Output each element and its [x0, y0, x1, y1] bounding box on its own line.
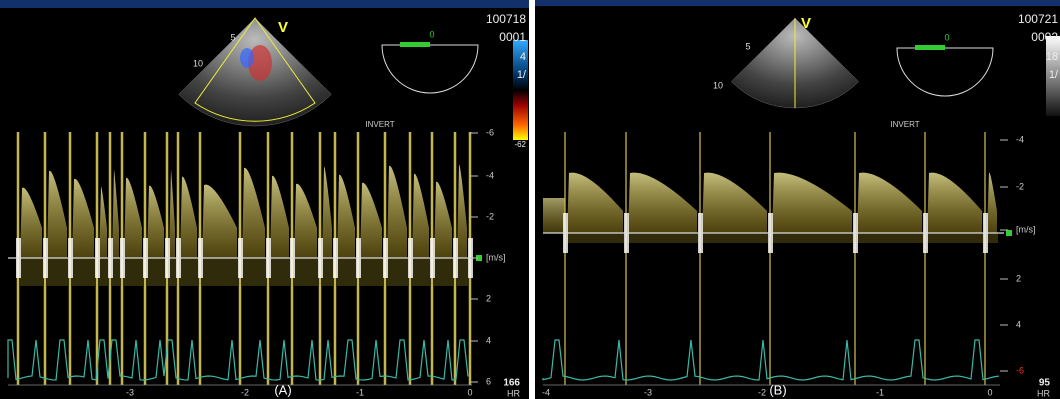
doppler-below: [20, 258, 43, 286]
label: -3: [644, 387, 652, 397]
doppler-lead: [543, 198, 565, 233]
label: INVERT: [365, 120, 394, 129]
label: 0: [467, 387, 472, 397]
doppler-below: [434, 258, 453, 286]
doppler-below: [857, 233, 923, 243]
top-strip: [0, 0, 529, 8]
label: 166: [503, 378, 520, 389]
baseline-marker: [1006, 230, 1012, 236]
doppler-below: [242, 258, 266, 286]
label: (B): [769, 382, 786, 397]
doppler-below: [457, 258, 468, 286]
label: -6: [1016, 365, 1024, 375]
label: -4: [542, 387, 550, 397]
label: HR: [507, 388, 520, 398]
label: HR: [1037, 388, 1050, 398]
label: 5: [230, 32, 235, 42]
angle-bar: [400, 42, 430, 47]
top-strip: [535, 0, 1060, 6]
label: -4: [486, 170, 494, 180]
label: V: [278, 19, 288, 36]
label: -3: [126, 387, 134, 397]
label: 100721: [1018, 12, 1058, 26]
doppler-below: [567, 233, 624, 243]
label: 2: [486, 293, 491, 303]
doppler-below: [180, 258, 198, 286]
label: 6: [486, 376, 491, 386]
doppler-below: [72, 258, 95, 286]
doppler-below: [147, 258, 165, 286]
doppler-below: [294, 258, 318, 286]
label: 18: [1046, 51, 1058, 63]
label: 0002: [1031, 30, 1058, 44]
doppler-below: [202, 258, 238, 286]
screenshot: V5100100718000141/-62INVERT-6-4-2[m/s]24…: [0, 0, 1060, 399]
label: -2: [241, 387, 249, 397]
doppler-below: [322, 258, 333, 286]
label: 1/: [517, 69, 527, 81]
label: 100718: [486, 12, 526, 26]
color-flow: [240, 48, 254, 68]
label: -2: [758, 387, 766, 397]
label: V: [801, 15, 811, 32]
label: -1: [356, 387, 364, 397]
doppler-below: [337, 258, 356, 286]
doppler-below: [987, 233, 998, 243]
label: -1: [876, 387, 884, 397]
label: -4: [1016, 134, 1024, 144]
doppler-below: [270, 258, 290, 286]
label: 2: [1016, 273, 1021, 283]
label: 1/: [1049, 69, 1059, 81]
label: 4: [1016, 319, 1021, 329]
label: [m/s]: [1016, 224, 1036, 234]
label: [m/s]: [486, 252, 506, 262]
doppler-below: [387, 258, 408, 286]
doppler-below: [772, 233, 853, 243]
doppler-below: [360, 258, 383, 286]
label: 0: [944, 32, 949, 42]
doppler-below: [628, 233, 698, 243]
label: 4: [486, 335, 491, 345]
label: -62: [514, 140, 526, 149]
label: 5: [745, 41, 750, 51]
doppler-below: [702, 233, 768, 243]
label: 4: [520, 51, 526, 63]
doppler-below: [47, 258, 68, 286]
label: -6: [486, 127, 494, 137]
label: 0: [429, 29, 434, 39]
label: -2: [1016, 181, 1024, 191]
label: 10: [193, 58, 203, 68]
doppler-below: [412, 258, 430, 286]
label: INVERT: [890, 120, 919, 129]
doppler-below: [124, 258, 143, 286]
label: 10: [713, 80, 723, 90]
label: 0: [987, 387, 992, 397]
label: (A): [274, 382, 291, 397]
doppler-below: [927, 233, 983, 243]
label: 0001: [499, 30, 526, 44]
doppler-below: [169, 258, 176, 286]
label: 95: [1039, 378, 1051, 389]
doppler-below: [112, 258, 120, 286]
doppler-below: [99, 258, 108, 286]
label: -2: [486, 211, 494, 221]
angle-bar: [915, 45, 945, 50]
